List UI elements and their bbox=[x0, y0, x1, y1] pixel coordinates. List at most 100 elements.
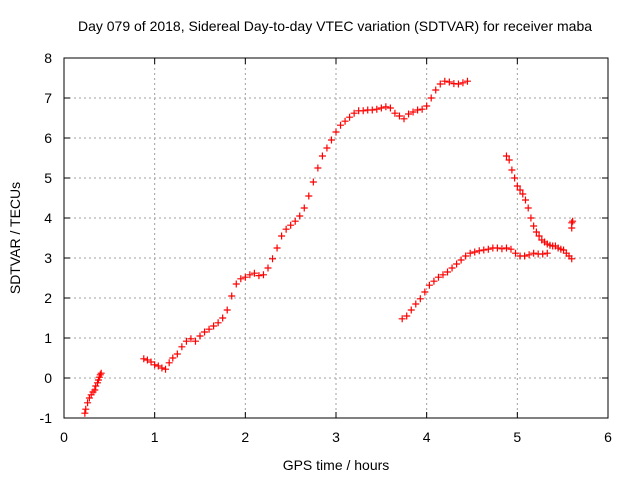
data-point bbox=[173, 350, 181, 358]
data-point bbox=[332, 128, 340, 136]
data-point bbox=[568, 255, 576, 263]
series-segment bbox=[140, 77, 471, 373]
y-axis-label: SDTVAR / TECUs bbox=[7, 182, 23, 294]
series-segment bbox=[398, 244, 551, 323]
data-point bbox=[395, 112, 403, 120]
data-point bbox=[418, 105, 426, 113]
data-point bbox=[448, 264, 456, 272]
data-point bbox=[296, 212, 304, 220]
data-point bbox=[513, 182, 521, 190]
tick-labels: 0 1 2 3 4 5 6 -1 0 1 2 3 4 5 6 7 8 bbox=[40, 50, 613, 445]
data-point bbox=[475, 247, 483, 255]
data-point bbox=[471, 248, 479, 256]
data-point bbox=[187, 335, 195, 343]
data-point bbox=[309, 178, 317, 186]
data-point bbox=[305, 192, 313, 200]
y-tick-label: 1 bbox=[44, 330, 52, 346]
data-point bbox=[151, 361, 159, 369]
data-point bbox=[346, 113, 354, 121]
data-point bbox=[237, 275, 245, 283]
data-point bbox=[143, 356, 151, 364]
data-point bbox=[512, 249, 520, 257]
data-point bbox=[508, 166, 516, 174]
data-point bbox=[314, 164, 322, 172]
data-point bbox=[403, 312, 411, 320]
data-point bbox=[386, 104, 394, 112]
data-point bbox=[337, 121, 345, 129]
data-point bbox=[241, 273, 249, 281]
data-point bbox=[377, 104, 385, 112]
x-tick-label: 6 bbox=[604, 429, 612, 445]
data-point bbox=[502, 152, 510, 160]
data-point bbox=[568, 219, 576, 227]
data-point bbox=[409, 108, 417, 116]
data-point bbox=[246, 271, 254, 279]
y-tick-label: 0 bbox=[44, 370, 52, 386]
data-point bbox=[96, 371, 104, 379]
data-point bbox=[291, 217, 299, 225]
y-tick-label: 7 bbox=[44, 90, 52, 106]
data-point bbox=[416, 295, 424, 303]
data-point bbox=[368, 106, 376, 114]
data-point bbox=[454, 80, 462, 88]
data-point bbox=[250, 269, 258, 277]
data-point bbox=[530, 222, 538, 230]
data-point bbox=[516, 186, 524, 194]
y-tick-label: 4 bbox=[44, 210, 52, 226]
y-tick-label: -1 bbox=[40, 410, 53, 426]
data-point bbox=[300, 204, 308, 212]
data-point bbox=[463, 77, 471, 85]
data-point bbox=[412, 300, 420, 308]
data-point bbox=[91, 386, 99, 394]
data-point bbox=[414, 106, 422, 114]
y-tick-label: 6 bbox=[44, 130, 52, 146]
data-point bbox=[147, 358, 155, 366]
x-tick-label: 2 bbox=[241, 429, 249, 445]
data-point bbox=[140, 355, 148, 363]
data-point bbox=[169, 354, 177, 362]
data-point bbox=[527, 214, 535, 222]
data-point bbox=[524, 204, 532, 212]
data-point bbox=[521, 196, 529, 204]
data-point bbox=[214, 319, 222, 327]
data-point bbox=[264, 264, 272, 272]
data-point bbox=[318, 152, 326, 160]
data-point bbox=[255, 272, 263, 280]
chart-title: Day 079 of 2018, Sidereal Day-to-day VTE… bbox=[78, 18, 592, 34]
data-point bbox=[405, 110, 413, 118]
y-tick-label: 2 bbox=[44, 290, 52, 306]
data-point bbox=[453, 260, 461, 268]
data-point bbox=[92, 382, 100, 390]
data-point bbox=[457, 256, 465, 264]
data-point bbox=[430, 277, 438, 285]
data-point bbox=[505, 156, 513, 164]
data-point bbox=[434, 273, 442, 281]
x-tick-label: 5 bbox=[513, 429, 521, 445]
data-point bbox=[530, 249, 538, 257]
axis-ticks bbox=[63, 57, 609, 419]
data-point bbox=[178, 343, 186, 351]
data-point bbox=[359, 107, 367, 115]
x-axis-label: GPS time / hours bbox=[283, 457, 390, 473]
data-point bbox=[439, 271, 447, 279]
x-tick-label: 4 bbox=[423, 429, 431, 445]
data-point bbox=[425, 281, 433, 289]
data-point bbox=[436, 80, 444, 88]
data-points bbox=[81, 77, 577, 417]
data-point bbox=[219, 314, 227, 322]
data-point bbox=[201, 328, 209, 336]
data-point bbox=[525, 251, 533, 259]
y-tick-label: 3 bbox=[44, 250, 52, 266]
x-tick-label: 0 bbox=[60, 429, 68, 445]
data-point bbox=[498, 245, 506, 253]
data-point bbox=[391, 109, 399, 117]
data-point bbox=[223, 306, 231, 314]
data-point bbox=[82, 405, 90, 413]
y-tick-label: 5 bbox=[44, 170, 52, 186]
data-point bbox=[81, 409, 89, 417]
data-point bbox=[432, 86, 440, 94]
data-point bbox=[519, 190, 527, 198]
data-point bbox=[511, 174, 519, 182]
data-point bbox=[85, 394, 93, 402]
data-point bbox=[84, 399, 92, 407]
